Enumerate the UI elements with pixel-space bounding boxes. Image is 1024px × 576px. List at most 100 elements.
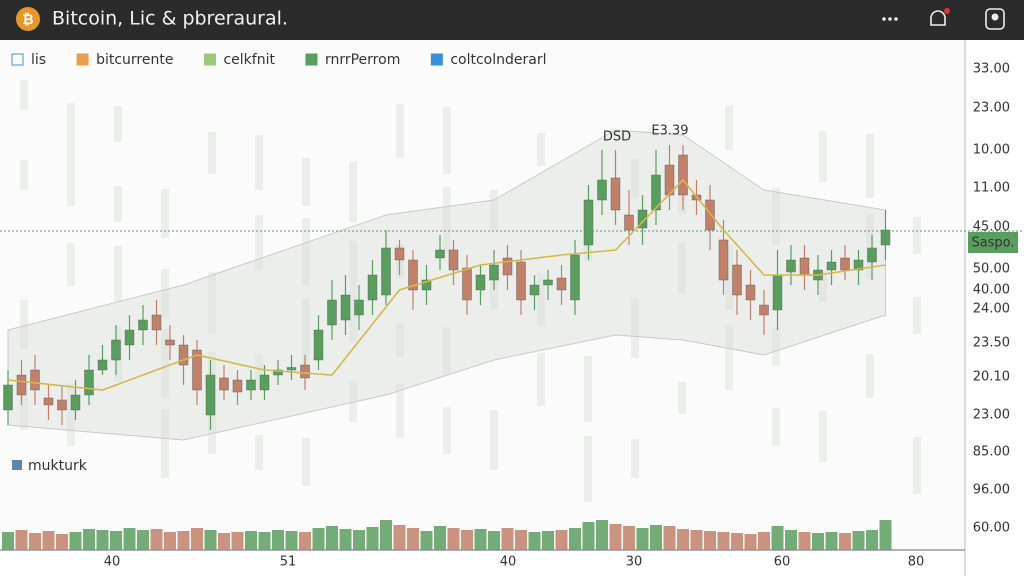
candle-body: [246, 379, 256, 391]
background-pattern: [631, 439, 639, 478]
background-pattern: [20, 380, 28, 430]
background-pattern: [866, 354, 874, 398]
candle-body: [853, 259, 864, 271]
candle-body: [799, 257, 810, 276]
volume-bar: [380, 520, 392, 550]
candle-body: [219, 377, 229, 391]
volume-bar: [56, 534, 68, 550]
candle-body: [178, 344, 189, 366]
candle-body: [583, 199, 594, 246]
volume-bar: [677, 529, 689, 550]
background-pattern: [490, 410, 498, 470]
volume-bar: [528, 532, 541, 550]
background-pattern: [20, 160, 28, 190]
candle-body: [840, 257, 850, 271]
candle-body: [732, 264, 742, 296]
candle-body: [475, 274, 486, 291]
legend-label: celkfnit: [223, 52, 275, 68]
background-pattern: [349, 301, 357, 342]
candle-body: [462, 267, 472, 301]
notification-button[interactable]: [930, 8, 950, 26]
background-pattern: [114, 246, 122, 302]
candle-body: [408, 259, 418, 291]
legend-swatch: [76, 53, 89, 66]
volume-bar: [609, 524, 622, 550]
background-pattern: [490, 190, 498, 230]
candle-body: [637, 209, 648, 229]
bitcoin-icon[interactable]: [16, 7, 40, 31]
background-pattern: [725, 325, 733, 390]
candle-body: [826, 261, 837, 271]
menu-button[interactable]: [882, 17, 898, 21]
background-pattern: [302, 158, 310, 206]
background-pattern: [631, 159, 639, 198]
volume-bar: [704, 531, 716, 550]
annotation: E3.39: [651, 124, 688, 139]
volume-bar: [744, 534, 757, 550]
background-pattern: [114, 106, 122, 142]
legend-swatch: [430, 53, 443, 66]
volume-bar: [96, 530, 109, 550]
volume-bar: [623, 526, 635, 550]
price-label: 50.00: [973, 262, 1010, 277]
background-pattern: [819, 411, 827, 462]
background-pattern: [67, 163, 75, 206]
candle-body: [610, 177, 621, 211]
background-pattern: [349, 161, 357, 222]
candle-body: [705, 199, 715, 231]
candle-body: [759, 304, 769, 316]
volume-bar: [542, 531, 554, 550]
background-pattern: [208, 412, 216, 454]
background-pattern: [161, 409, 169, 478]
volume-bar: [852, 531, 865, 550]
background-pattern: [584, 356, 592, 422]
volume-bar: [29, 533, 41, 550]
volume-bar: [191, 528, 203, 550]
volume-bar: [825, 532, 838, 550]
price-label: 45.00: [973, 220, 1010, 235]
volume-bar: [582, 522, 595, 550]
price-label: 23.50: [973, 336, 1010, 351]
candle-body: [138, 319, 148, 331]
time-label: 80: [908, 555, 925, 570]
background-pattern: [349, 241, 357, 302]
legend-swatch: [203, 53, 216, 66]
legend-label: mukturk: [28, 458, 88, 474]
price-label: 60.00: [973, 521, 1010, 536]
volume-bar: [798, 532, 811, 550]
background-pattern: [772, 408, 780, 446]
volume-bar: [596, 520, 608, 550]
candle-body: [111, 339, 121, 361]
candle-body: [570, 254, 580, 301]
background-pattern: [114, 186, 122, 222]
price-tag-label: Saspo.: [971, 236, 1014, 251]
volume-bar: [474, 529, 487, 550]
candle-body: [502, 257, 513, 276]
background-pattern: [725, 245, 733, 310]
background-pattern: [443, 407, 451, 454]
volume-bar: [555, 530, 568, 550]
volume-bar: [272, 530, 284, 550]
background-pattern: [349, 381, 357, 422]
background-pattern: [302, 218, 310, 286]
price-label: 40.00: [973, 283, 1010, 298]
candle-body: [313, 329, 324, 361]
background-pattern: [67, 103, 75, 166]
volume-bar: [312, 528, 325, 550]
candle-body: [259, 374, 270, 391]
background-pattern: [20, 300, 28, 350]
time-label: 60: [774, 555, 791, 570]
volume-bar: [663, 526, 676, 550]
volume-bar: [204, 530, 217, 550]
volume-bar: [299, 532, 311, 550]
price-label: 85.00: [973, 445, 1010, 460]
background-pattern: [584, 436, 592, 502]
candle-body: [516, 261, 526, 301]
background-pattern: [161, 269, 169, 318]
volume-bar: [164, 532, 176, 550]
candle-body: [300, 364, 310, 379]
background-pattern: [819, 131, 827, 182]
background-pattern: [67, 243, 75, 286]
candle-body: [394, 247, 405, 261]
profile-button[interactable]: [985, 8, 1005, 30]
